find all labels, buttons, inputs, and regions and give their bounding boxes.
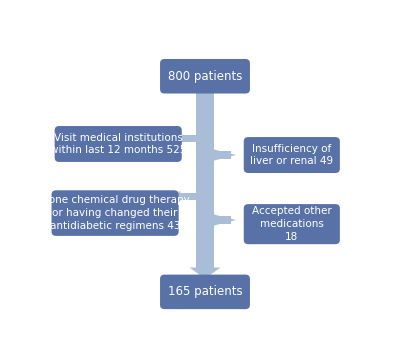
FancyBboxPatch shape (160, 59, 250, 94)
Text: Visit medical institutions
within last 12 months 525: Visit medical institutions within last 1… (50, 132, 186, 155)
FancyBboxPatch shape (160, 275, 250, 309)
Polygon shape (196, 89, 214, 267)
Polygon shape (180, 135, 198, 142)
Text: Accepted other
medications
18: Accepted other medications 18 (252, 206, 332, 242)
Polygon shape (190, 267, 220, 279)
Polygon shape (212, 151, 231, 159)
FancyBboxPatch shape (52, 190, 179, 236)
Text: 800 patients: 800 patients (168, 70, 242, 83)
Polygon shape (176, 190, 180, 202)
Polygon shape (212, 214, 236, 226)
FancyBboxPatch shape (244, 137, 340, 173)
FancyBboxPatch shape (55, 126, 182, 162)
Text: Insufficiency of
liver or renal 49: Insufficiency of liver or renal 49 (250, 144, 333, 167)
Polygon shape (176, 132, 180, 145)
Polygon shape (212, 149, 236, 161)
Polygon shape (180, 193, 198, 200)
Text: 165 patients: 165 patients (168, 285, 242, 298)
Text: None chemical drug therapy
or having changed their
antidiabetic regimens 43: None chemical drug therapy or having cha… (41, 195, 190, 231)
FancyBboxPatch shape (244, 204, 340, 244)
Polygon shape (212, 216, 231, 224)
